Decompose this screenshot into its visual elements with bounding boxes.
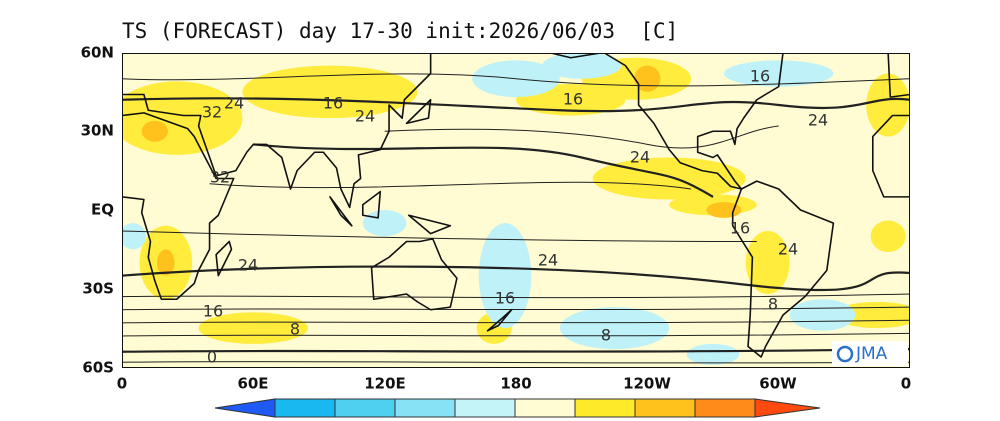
colorbar-segment: [454, 398, 516, 418]
contour-label: 16: [563, 90, 583, 109]
lat-label: 60S: [82, 359, 114, 377]
map-layers: [122, 53, 910, 365]
colorbar-segment: [634, 398, 696, 418]
coastlines: [122, 53, 910, 358]
contour-label: 16: [495, 289, 515, 308]
contour-label: 24: [538, 251, 558, 270]
colorbar-segment: [274, 398, 336, 418]
lat-labels: 60N 30N EQ 30S 60S: [81, 44, 114, 377]
lon-label: 180: [500, 375, 531, 393]
contour-label: 32: [202, 103, 222, 122]
lon-label: 60W: [759, 375, 797, 393]
title: TS (FORECAST) day 17-30 init:2026/06/03 …: [122, 19, 678, 43]
map-area: [122, 53, 910, 368]
contour-label: 16: [750, 67, 770, 86]
lon-label: 0: [901, 375, 911, 393]
logo: JMA: [832, 341, 908, 366]
contour-label: 24: [224, 94, 244, 113]
contour-label: 8: [768, 295, 778, 314]
lon-label: 120E: [364, 375, 406, 393]
lat-label: 30S: [82, 280, 114, 298]
logo-mark: [836, 345, 854, 363]
colorbar-segment: [574, 398, 636, 418]
colorbar-segment: [694, 398, 756, 418]
colorbar-segment: [514, 398, 576, 418]
lat-label: 30N: [81, 122, 114, 140]
cool-anomalies: [122, 53, 856, 365]
lat-label: 60N: [81, 44, 114, 62]
colorbar-segment: [394, 398, 456, 418]
contour-label: 24: [238, 256, 258, 275]
contour-label: 16: [730, 219, 750, 238]
contour-label: 0: [207, 348, 217, 367]
colorbar-segment: [754, 398, 821, 418]
contour-label: 24: [808, 111, 828, 130]
colorbar-segment: [214, 398, 276, 418]
lat-label: EQ: [91, 201, 114, 219]
contour-label: 16: [203, 302, 223, 321]
contour-label: 8: [601, 326, 611, 345]
contour-label: 8: [290, 320, 300, 339]
contour-label: 24: [630, 148, 650, 167]
contours: [122, 74, 910, 363]
contour-label: 32: [210, 168, 230, 187]
colorbar-segment: [334, 398, 396, 418]
lon-label: 60E: [237, 375, 268, 393]
contour-label: 24: [355, 107, 375, 126]
lon-labels: 0 60E 120E 180 120W 60W 0: [117, 375, 911, 393]
colorbar: [214, 398, 821, 418]
contour-label: 24: [778, 240, 798, 259]
contour-label: 16: [323, 94, 343, 113]
lon-label: 0: [117, 375, 127, 393]
lon-label: 120W: [623, 375, 671, 393]
logo-text: JMA: [855, 344, 888, 364]
